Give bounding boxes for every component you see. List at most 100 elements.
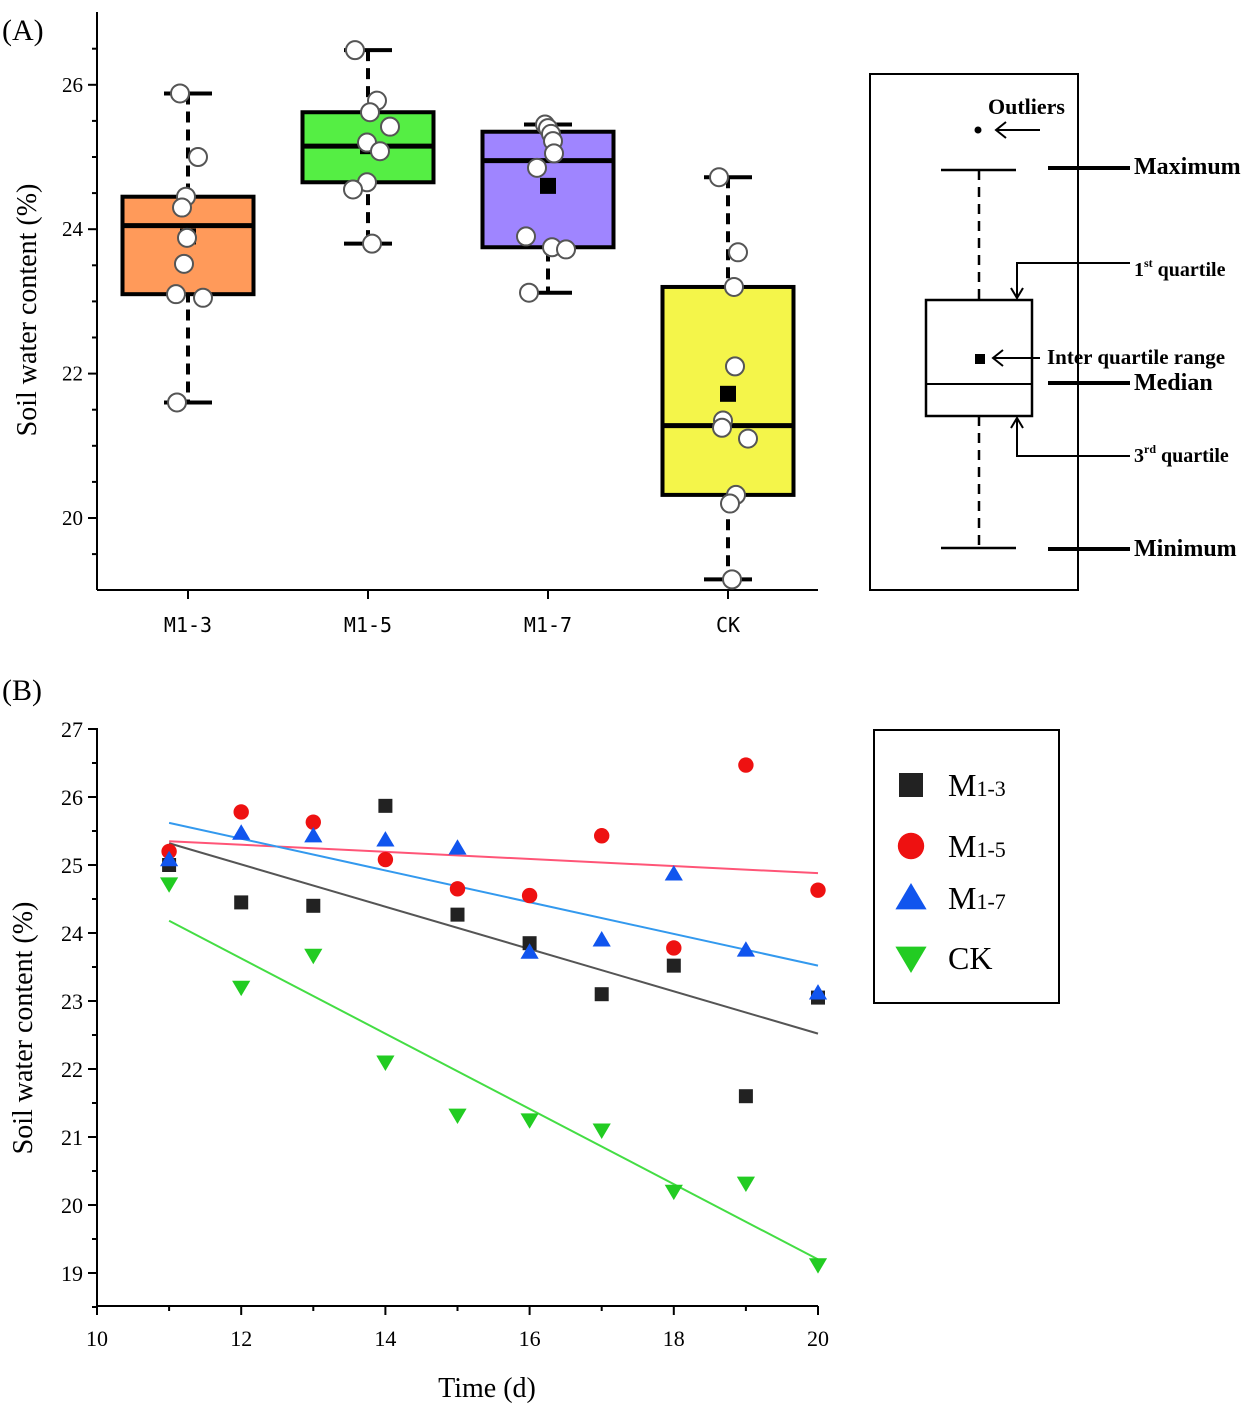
panel-b-legend: M1-3 M1-5 M1-7 CK [873, 729, 1060, 1004]
data-point [808, 984, 828, 1000]
data-point [722, 569, 742, 590]
data-point [343, 179, 363, 200]
data-point [376, 831, 395, 847]
boxplot-key-frame [869, 73, 1079, 591]
q3-label: 3rd quartile [1134, 442, 1229, 467]
panel-b-y-tick-label: 27 [61, 717, 83, 742]
data-point [709, 167, 729, 188]
panel-a-y-axis: 20 22 24 26 [62, 12, 98, 590]
data-point [378, 798, 393, 813]
data-point [448, 839, 467, 855]
fit-line-CK [168, 919, 819, 1261]
fit-line-M1-5 [169, 840, 819, 875]
panel-a-boxes [120, 40, 796, 590]
data-point [376, 1055, 395, 1071]
panel-b-y-label: Soil water content (%) [8, 902, 39, 1155]
data-point [170, 83, 190, 104]
legend-marker [895, 883, 927, 910]
data-point [160, 877, 179, 893]
q3-arrow [1010, 416, 1130, 457]
panel-b-fit-lines [168, 821, 819, 1261]
data-point [712, 417, 732, 438]
data-point [516, 226, 536, 247]
boxplot-key: Outliers Maximum 1st quartile Inter quar… [869, 73, 1241, 591]
series-CK [160, 877, 828, 1274]
mean-marker [720, 385, 736, 402]
data-point [448, 1108, 467, 1124]
panel-b-x-tick-label: 12 [230, 1326, 252, 1351]
data-point [738, 757, 754, 773]
data-point [193, 287, 213, 308]
panel-b-points [160, 757, 828, 1274]
panel-b-y-tick-label: 19 [61, 1261, 83, 1286]
panel-b-y-tick-label: 23 [61, 989, 83, 1014]
panel-a-y-label: Soil water content (%) [12, 184, 43, 437]
panel-b-y-tick-label: 21 [61, 1125, 83, 1150]
data-point [521, 887, 538, 904]
q1-label: 1st quartile [1134, 256, 1226, 281]
data-point [738, 1089, 753, 1104]
category-label: M1-7 [524, 613, 572, 637]
legend-label: M1-7 [948, 880, 1006, 916]
data-point [160, 850, 179, 867]
box-CK [660, 167, 796, 590]
panel-b-x-label: Time (d) [438, 1373, 536, 1404]
data-point [666, 958, 681, 973]
data-point [725, 356, 745, 377]
data-point [519, 282, 539, 303]
panel-b-y-tick-label: 25 [61, 853, 83, 878]
fit-line-M1-7 [168, 821, 819, 967]
panel-a-y-tick-label: 20 [62, 506, 83, 530]
legend-marker [897, 832, 925, 860]
data-point [345, 40, 365, 61]
data-point [174, 253, 194, 274]
data-point [664, 1184, 683, 1201]
panel-a-y-tick-label: 22 [62, 362, 83, 386]
data-point [360, 102, 380, 123]
data-point [738, 428, 758, 449]
data-point [380, 116, 400, 137]
data-point [172, 197, 192, 218]
panel-a-y-tick-label: 26 [62, 73, 83, 97]
series-M1-5 [161, 757, 826, 956]
panel-a-y-tick-label: 24 [62, 217, 84, 241]
category-label: CK [716, 613, 740, 637]
data-point [720, 493, 740, 514]
data-point [166, 284, 186, 305]
category-label: M1-5 [344, 613, 392, 637]
box-M1-3 [120, 83, 256, 413]
data-point [724, 276, 744, 297]
data-point [594, 828, 610, 844]
data-point [522, 936, 537, 951]
series-M1-7 [160, 824, 828, 1000]
data-point [188, 147, 208, 167]
panel-b-y-tick-label: 24 [61, 921, 83, 946]
legend-label: M1-3 [948, 767, 1006, 803]
data-point [728, 242, 748, 263]
data-point [177, 227, 197, 248]
data-point [306, 898, 321, 913]
data-point [736, 1176, 755, 1192]
median-label: Median [1134, 370, 1213, 396]
data-point [592, 1123, 611, 1139]
data-point [666, 940, 682, 956]
iqr-label: Inter quartile range [1047, 345, 1225, 369]
data-point [305, 814, 321, 830]
legend-marker [895, 946, 927, 973]
data-point [362, 233, 382, 254]
panel-b-x-tick-label: 14 [374, 1326, 396, 1351]
outliers-label: Outliers [988, 94, 1065, 119]
maximum-label: Maximum [1134, 154, 1241, 180]
series-M1-3 [162, 798, 825, 1104]
data-point [450, 907, 465, 922]
box-M1-7 [480, 114, 616, 303]
data-point [167, 392, 187, 413]
data-point [304, 827, 323, 843]
fit-line-M1-3 [168, 842, 819, 1035]
data-point [232, 980, 251, 997]
data-point [520, 1113, 539, 1129]
panel-a-x-axis: M1-3 M1-5 M1-7 CK [97, 589, 818, 637]
data-point [594, 987, 609, 1002]
panel-b-y-tick-label: 26 [61, 785, 83, 810]
